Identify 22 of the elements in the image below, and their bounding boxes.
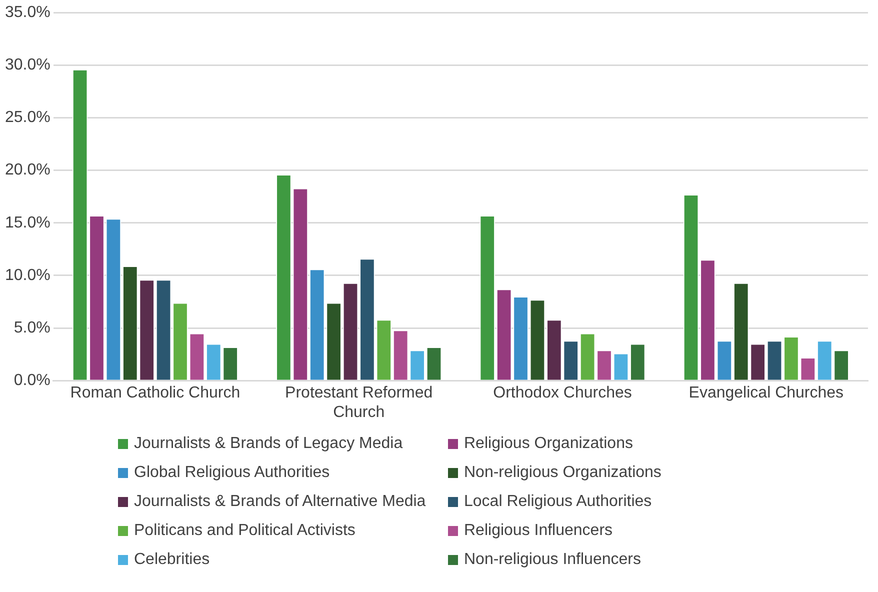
y-tick-label: 15.0% [4,214,50,232]
legend-label: Global Religious Authorities [134,464,330,482]
legend-label: Politicans and Political Activists [134,522,356,540]
y-tick-label: 25.0% [4,109,50,126]
y-tick-label: 0.0% [14,372,50,390]
y-tick-label: 5.0% [14,319,50,336]
x-tick-label: Evangelical Churches [688,384,844,402]
legend-label: Celebrities [134,551,210,569]
y-tick-label: 10.0% [4,266,50,284]
legend-label: Religious Organizations [464,435,633,453]
y-tick-label: 35.0% [4,4,50,22]
legend-label: Non-religious Influencers [464,551,641,569]
legend-label: Religious Influencers [464,522,613,540]
legend-label: Journalists & Brands of Alternative Media [134,493,426,511]
x-tick-label: Protestant Reformed Church [285,384,433,421]
legend-label: Local Religious Authorities [464,493,652,511]
legend-label: Non-religious Organizations [464,464,662,482]
x-tick-label: Roman Catholic Church [70,384,240,402]
legend-label: Journalists & Brands of Legacy Media [134,435,403,453]
y-tick-label: 20.0% [4,162,50,179]
y-tick-label: 30.0% [4,56,50,74]
x-tick-label: Orthodox Churches [493,384,632,402]
